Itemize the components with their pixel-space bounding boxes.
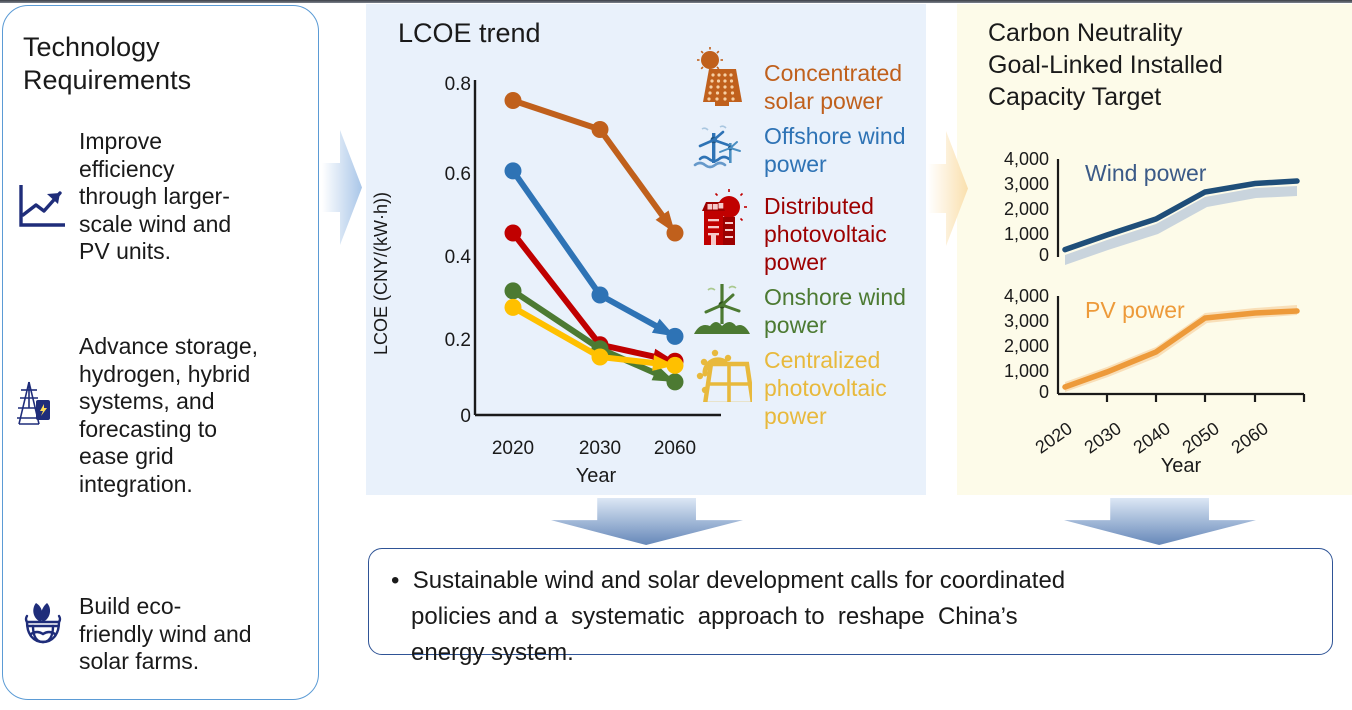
svg-text:Year: Year	[576, 465, 617, 487]
svg-text:2030: 2030	[1081, 418, 1125, 457]
svg-text:0: 0	[1039, 382, 1049, 402]
svg-text:3,000: 3,000	[1004, 311, 1049, 331]
svg-text:1,000: 1,000	[1004, 224, 1049, 244]
svg-text:2050: 2050	[1179, 418, 1223, 457]
svg-text:Year: Year	[1161, 455, 1202, 477]
svg-text:2060: 2060	[1228, 418, 1272, 457]
svg-text:2030: 2030	[579, 438, 621, 459]
svg-text:0.8: 0.8	[445, 74, 471, 95]
svg-text:Wind power: Wind power	[1085, 160, 1207, 186]
svg-text:0.2: 0.2	[445, 330, 471, 351]
svg-text:0: 0	[1039, 245, 1049, 265]
svg-text:2060: 2060	[654, 438, 696, 459]
svg-text:4,000: 4,000	[1004, 286, 1049, 306]
svg-text:2020: 2020	[492, 438, 534, 459]
svg-text:2,000: 2,000	[1004, 199, 1049, 219]
svg-text:3,000: 3,000	[1004, 174, 1049, 194]
svg-text:0.6: 0.6	[445, 164, 471, 185]
svg-text:2020: 2020	[1032, 418, 1076, 457]
svg-text:2,000: 2,000	[1004, 336, 1049, 356]
svg-text:1,000: 1,000	[1004, 361, 1049, 381]
svg-text:0: 0	[460, 406, 471, 427]
svg-text:2040: 2040	[1130, 418, 1174, 457]
svg-text:0.4: 0.4	[445, 247, 472, 268]
svg-text:4,000: 4,000	[1004, 149, 1049, 169]
svg-text:PV power: PV power	[1085, 297, 1185, 323]
